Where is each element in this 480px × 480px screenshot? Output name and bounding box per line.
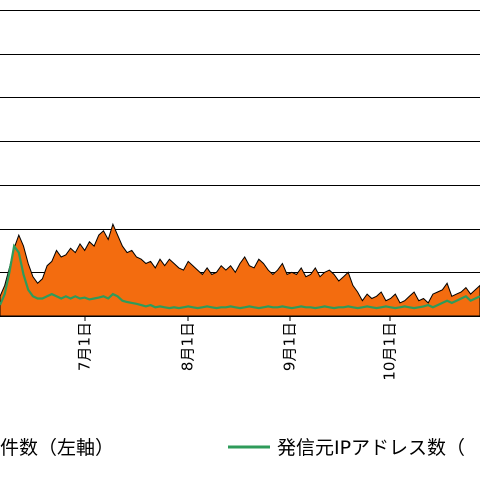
x-tick-label-1: 8月1日 [179, 322, 197, 371]
x-tick-label-0: 7月1日 [76, 322, 94, 371]
legend: 観測件数（左軸） 発信元IPアドレス数（ [0, 437, 465, 459]
legend-label-source-ip: 発信元IPアドレス数（ [277, 437, 465, 459]
x-tick-label-2: 9月1日 [281, 322, 299, 371]
legend-label-observations: 観測件数（左軸） [0, 437, 114, 459]
gridlines [0, 10, 480, 273]
series-line-source-ip [0, 243, 480, 310]
x-tick-label-3: 10月1日 [381, 322, 399, 381]
series-area-observations [0, 222, 480, 317]
x-axis-ticks: 7月1日 8月1日 9月1日 10月1日 [76, 316, 399, 381]
